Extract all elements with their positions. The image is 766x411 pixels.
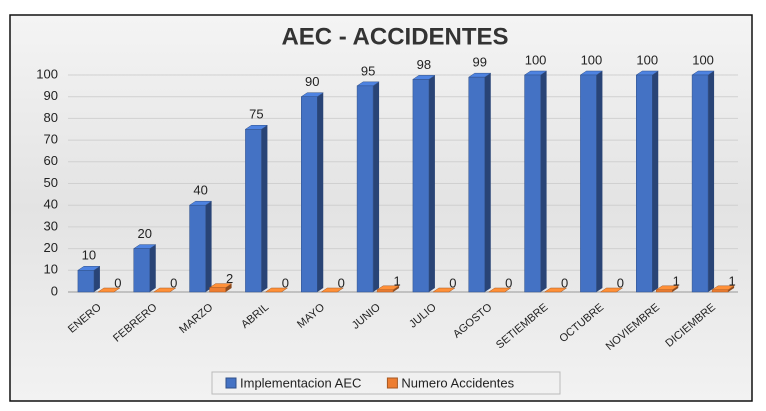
bar-side — [596, 71, 603, 292]
value-label: 1 — [673, 273, 680, 288]
legend-swatch — [225, 377, 237, 389]
y-tick-label: 100 — [36, 66, 58, 81]
value-label: 100 — [692, 52, 714, 67]
y-tick-label: 90 — [44, 88, 58, 103]
value-label: 0 — [561, 275, 568, 290]
bar-top — [599, 287, 624, 293]
value-label: 20 — [138, 226, 152, 241]
bar-top — [97, 287, 121, 293]
value-label: 1 — [393, 273, 400, 288]
y-tick-label: 30 — [44, 218, 58, 233]
value-label: 0 — [282, 275, 289, 290]
value-label: 100 — [581, 52, 603, 67]
value-label: 10 — [82, 248, 96, 263]
value-label: 1 — [728, 273, 735, 288]
bar — [356, 85, 374, 293]
bar-side — [652, 71, 659, 292]
legend-label: Implementacion AEC — [240, 375, 361, 390]
chart-title: AEC - ACCIDENTES — [281, 23, 508, 50]
bar-side — [225, 283, 232, 292]
bar — [636, 74, 653, 293]
value-label: 0 — [617, 275, 624, 290]
bar-side — [428, 75, 435, 292]
bar — [209, 287, 226, 293]
legend-box — [211, 371, 561, 395]
y-tick-label: 40 — [44, 197, 58, 212]
bar — [412, 79, 430, 293]
bar-side — [93, 266, 100, 292]
value-label: 100 — [525, 52, 547, 67]
bar — [189, 204, 206, 293]
value-label: 95 — [361, 63, 375, 78]
value-label: 0 — [505, 275, 512, 290]
value-label: 75 — [249, 107, 263, 122]
legend-swatch — [386, 377, 398, 389]
value-label: 40 — [193, 183, 207, 198]
bar-side — [484, 73, 491, 292]
value-label: 90 — [305, 74, 319, 89]
bar — [301, 96, 318, 293]
value-label: 0 — [449, 275, 456, 290]
bar-side — [672, 285, 679, 292]
bar-top — [432, 287, 456, 293]
bar-top — [543, 287, 568, 293]
bar-side — [708, 71, 715, 292]
bar-top — [264, 287, 289, 293]
value-label: 100 — [636, 52, 658, 67]
bar — [77, 270, 95, 293]
bar — [580, 74, 597, 293]
value-label: 98 — [417, 57, 431, 72]
y-tick-label: 20 — [44, 240, 58, 255]
bar-side — [540, 71, 547, 292]
bar-side — [317, 92, 324, 292]
bar — [691, 74, 709, 293]
bar — [376, 289, 394, 293]
y-tick-label: 50 — [44, 175, 58, 190]
y-tick-label: 10 — [44, 262, 58, 277]
value-label: 0 — [170, 275, 177, 290]
value-label: 0 — [338, 275, 345, 290]
bar — [468, 76, 485, 293]
bar — [656, 289, 673, 293]
bar-side — [261, 125, 268, 292]
bar — [711, 289, 729, 293]
y-tick-label: 0 — [51, 283, 58, 298]
y-tick-label: 80 — [44, 110, 58, 125]
value-label: 2 — [226, 271, 233, 286]
value-label: 99 — [473, 55, 487, 70]
bar-top — [320, 287, 345, 293]
bar-side — [728, 285, 735, 292]
bar-side — [149, 244, 156, 292]
value-label: 0 — [114, 275, 121, 290]
bar — [133, 248, 150, 293]
legend-label: Numero Accidentes — [401, 375, 514, 390]
bar-side — [373, 81, 380, 292]
bar-top — [152, 287, 177, 293]
bar-side — [205, 201, 212, 292]
y-tick-label: 60 — [44, 153, 58, 168]
bar — [245, 129, 262, 293]
bar-top — [487, 287, 512, 293]
bar-side — [393, 285, 400, 292]
chart-frame — [9, 14, 753, 402]
bar — [524, 74, 541, 293]
y-tick-label: 70 — [44, 132, 58, 147]
